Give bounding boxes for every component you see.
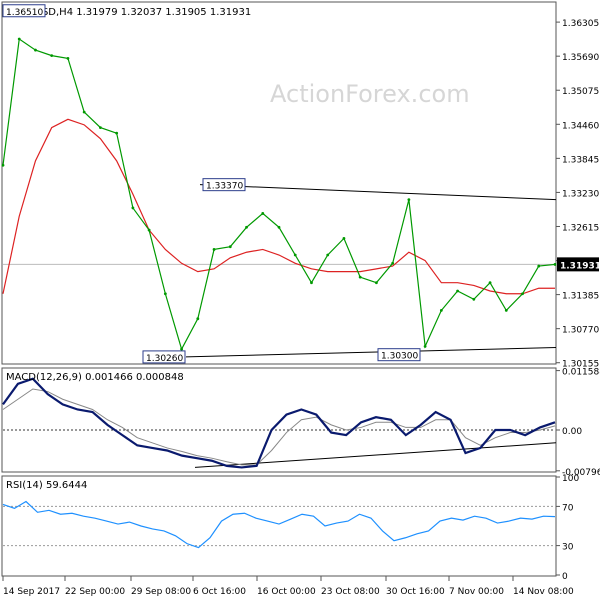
price-point: [472, 297, 476, 301]
price-point: [521, 292, 524, 296]
price-point: [375, 281, 378, 285]
price-point: [391, 261, 395, 265]
x-tick-label: 6 Oct 16:00: [193, 587, 246, 597]
price-point: [439, 308, 443, 312]
price-point: [261, 212, 265, 215]
macd-y-tick-label: 0.00: [562, 427, 582, 437]
price-point: [553, 263, 557, 266]
rsi-y-tick-label: 100: [562, 474, 579, 484]
price-header: GBPUSD,H4 1.31979 1.32037 1.31905 1.3193…: [14, 7, 251, 18]
price-y-tick-label: 1.30155: [562, 360, 599, 370]
price-point: [342, 236, 346, 240]
price-point: [99, 126, 102, 130]
price-y-tick-label: 1.34460: [562, 121, 599, 131]
x-tick-label: 7 Nov 00:00: [449, 587, 504, 597]
price-point: [456, 289, 459, 293]
current-price-tag: [557, 257, 599, 272]
rsi-y-tick-label: 0: [562, 572, 568, 582]
rsi-panel: [1, 475, 557, 577]
price-y-tick-label: 1.30770: [562, 326, 599, 336]
upper-trendline: [199, 184, 557, 201]
macd-trendline: [194, 442, 557, 468]
price-y-tick-label: 1.33845: [562, 155, 599, 165]
price-point: [537, 264, 541, 268]
price-point: [358, 275, 362, 279]
price-point: [17, 37, 21, 41]
x-tick-label: 29 Sep 08:00: [131, 587, 191, 597]
price-y-tick-label: 1.35690: [562, 53, 599, 63]
price-point: [212, 248, 216, 251]
x-tick-label: 16 Oct 00:00: [257, 587, 316, 597]
x-tick-label: 22 Sep 00:00: [65, 587, 125, 597]
price-annotation-box: [377, 348, 421, 362]
price-annotation-label: 1.30300: [381, 352, 418, 362]
rsi-y-tick-label: 70: [562, 503, 574, 513]
price-annotation-box: [142, 350, 186, 364]
price-point: [131, 206, 135, 210]
price-point: [115, 131, 119, 135]
price-point: [66, 56, 70, 60]
price-point: [147, 228, 151, 232]
price-point: [228, 245, 232, 249]
macd-signal-line: [2, 388, 556, 466]
price-point: [82, 110, 86, 114]
macd-y-tick-label: -0.007961: [562, 468, 600, 478]
price-point: [310, 281, 313, 285]
price-y-tick-label: 1.36305: [562, 19, 599, 29]
price-annotation-box: [2, 4, 46, 18]
price-annotation-label: 1.30260: [146, 354, 183, 364]
moving-average-line: [2, 118, 555, 295]
price-y-tick-label: 1.33230: [562, 189, 599, 199]
x-tick-label: 23 Oct 08:00: [321, 587, 380, 597]
macd-y-tick-label: 0.011588: [562, 368, 600, 378]
rsi-header: RSI(14) 59.6444: [6, 480, 87, 491]
rsi-line: [2, 500, 556, 549]
price-point: [245, 225, 248, 229]
price-point: [50, 54, 54, 58]
price-annotation-label: 1.36510: [6, 8, 43, 18]
current-price-label: 1.31931: [560, 261, 600, 271]
price-point: [1, 163, 5, 167]
price-annotation-box: [202, 178, 246, 192]
price-point: [180, 347, 183, 351]
lower-trendline: [185, 346, 557, 358]
x-tick-label: 14 Nov 08:00: [513, 587, 574, 597]
price-watermark: ActionForex.com: [270, 80, 470, 108]
price-point: [423, 344, 427, 348]
price-point: [407, 198, 411, 202]
x-tick-label: 14 Sep 2017: [3, 587, 60, 597]
price-point: [488, 281, 492, 285]
macd-line: [2, 377, 556, 469]
rsi-y-tick-label: 30: [562, 543, 574, 553]
macd-panel: [1, 367, 557, 473]
price-point: [196, 317, 200, 321]
price-y-tick-label: 1.35075: [562, 87, 599, 97]
price-panel: [1, 1, 557, 365]
price-annotation-label: 1.33370: [206, 182, 243, 192]
price-point: [34, 48, 37, 52]
price-point: [504, 308, 508, 312]
macd-header: MACD(12,26,9) 0.001466 0.000848: [6, 372, 184, 383]
price-point: [277, 225, 281, 229]
price-point: [326, 253, 330, 257]
price-point: [293, 253, 297, 257]
price-point: [163, 292, 167, 296]
price-y-tick-label: 1.31385: [562, 292, 599, 302]
price-y-tick-label: 1.32615: [562, 223, 599, 233]
x-tick-label: 30 Oct 16:00: [386, 587, 445, 597]
